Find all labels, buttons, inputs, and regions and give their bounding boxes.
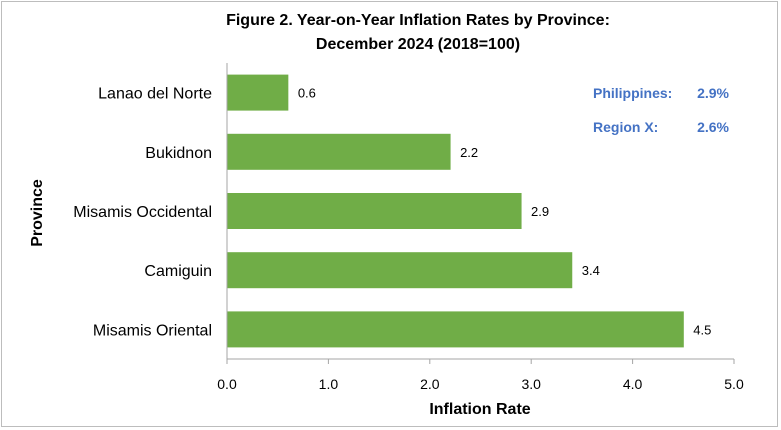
annotation-philippines-label: Philippines: <box>593 85 672 101</box>
x-tick-label: 0.0 <box>217 376 237 392</box>
annotation-region-x-value: 2.6% <box>697 119 729 135</box>
category-label-misamis-oriental: Misamis Oriental <box>93 322 212 339</box>
annotation-region-x: Region X: 2.6% <box>593 119 730 135</box>
category-label-misamis-occidental: Misamis Occidental <box>73 204 212 221</box>
category-label-bukidnon: Bukidnon <box>145 145 212 162</box>
data-labels: 0.6 2.2 2.9 3.4 4.5 <box>298 86 712 338</box>
x-axis-title: Inflation Rate <box>429 401 530 418</box>
annotation-philippines-value: 2.9% <box>697 85 729 101</box>
bar-lanao-del-norte <box>227 74 289 111</box>
data-label-lanao-del-norte: 0.6 <box>298 86 316 101</box>
category-label-lanao-del-norte: Lanao del Norte <box>98 86 212 103</box>
data-label-misamis-oriental: 4.5 <box>693 322 711 337</box>
annotation-philippines: Philippines: 2.9% <box>593 85 730 101</box>
x-tick-label: 4.0 <box>623 376 643 392</box>
bars-group <box>227 74 684 348</box>
chart-title-line-2: December 2024 (2018=100) <box>316 36 520 53</box>
x-tick-label: 3.0 <box>521 376 541 392</box>
data-label-misamis-occidental: 2.9 <box>531 204 549 219</box>
category-labels: Lanao del Norte Bukidnon Misamis Occidenta… <box>73 86 212 340</box>
data-label-camiguin: 3.4 <box>582 263 600 278</box>
bar-misamis-occidental <box>227 193 522 229</box>
x-tick-label: 2.0 <box>420 376 440 392</box>
y-axis-title: Province <box>29 179 46 247</box>
annotation-region-x-label: Region X: <box>593 119 658 135</box>
category-label-camiguin: Camiguin <box>144 263 212 280</box>
x-tick-label: 5.0 <box>724 376 744 392</box>
bar-camiguin <box>227 252 573 289</box>
chart-title-line-1: Figure 2. Year-on-Year Inflation Rates b… <box>226 12 610 29</box>
bar-bukidnon <box>227 133 451 170</box>
x-tick-labels: 0.0 1.0 2.0 3.0 4.0 5.0 <box>217 359 744 392</box>
bar-misamis-oriental <box>227 311 684 348</box>
data-label-bukidnon: 2.2 <box>460 145 478 160</box>
x-tick-label: 1.0 <box>319 376 339 392</box>
